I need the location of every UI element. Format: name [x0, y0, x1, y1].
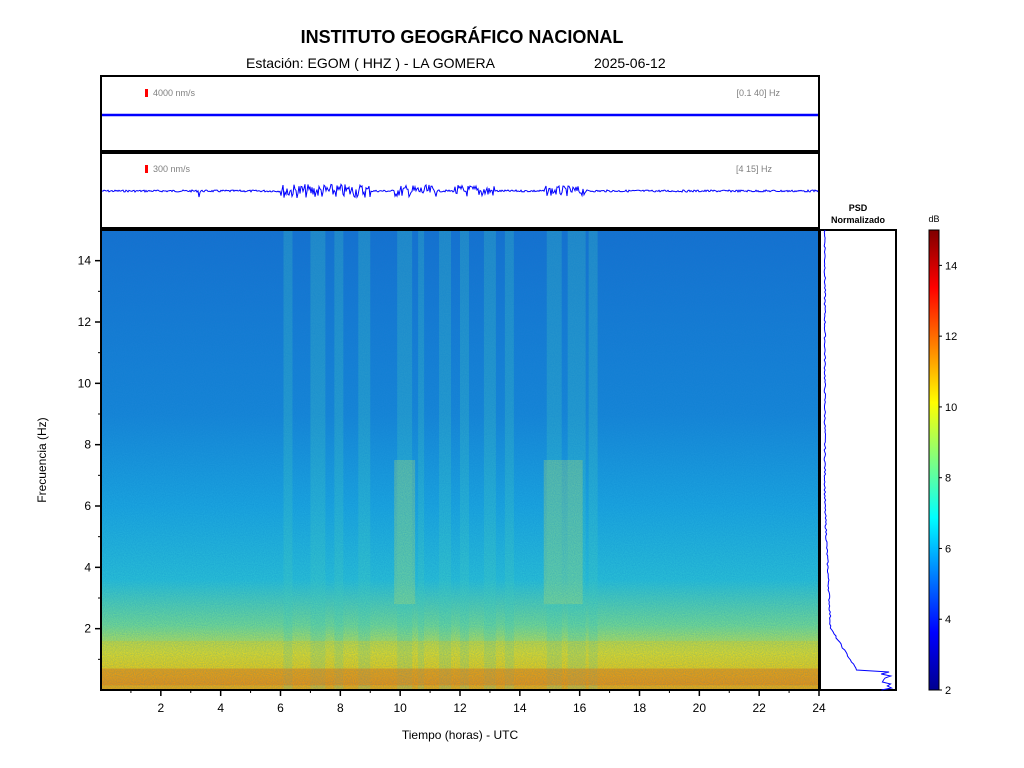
- x-tick-label: 24: [812, 701, 826, 715]
- colorbar-tick-label: 6: [945, 543, 951, 555]
- colorbar: dB 2 4 6 8 10 12 14: [928, 214, 957, 697]
- date-label: 2025-06-12: [594, 55, 666, 71]
- x-tick-label: 12: [453, 701, 467, 715]
- x-tick-label: 20: [693, 701, 707, 715]
- trace-panel-filtered: 300 nm/s [4 15] Hz: [100, 152, 820, 229]
- trace1-band-label: [0.1 40] Hz: [736, 88, 780, 98]
- colorbar-tick-label: 14: [945, 260, 957, 272]
- colorbar-tick-label: 12: [945, 331, 957, 343]
- psd-curve: [823, 229, 894, 691]
- colorbar-tick-label: 8: [945, 473, 951, 485]
- x-tick-label: 8: [337, 701, 344, 715]
- y-tick-label: 14: [78, 254, 92, 268]
- amplitude-marker-icon: [145, 165, 148, 173]
- filtered-trace-line: [101, 183, 819, 199]
- x-tick-label: 14: [513, 701, 527, 715]
- y-tick-label: 2: [84, 622, 91, 636]
- psd-title: PSD: [849, 203, 868, 213]
- x-tick-label: 18: [633, 701, 647, 715]
- x-tick-label: 4: [217, 701, 224, 715]
- y-axis-label: Frecuencia (Hz): [35, 417, 49, 502]
- x-tick-label: 2: [157, 701, 164, 715]
- trace-panel-broadband: 4000 nm/s [0.1 40] Hz: [100, 75, 820, 152]
- psd-panel: PSD Normalizado: [819, 203, 897, 691]
- y-tick-label: 12: [78, 315, 92, 329]
- chart-title: INSTITUTO GEOGRÁFICO NACIONAL: [300, 27, 624, 47]
- trace2-amplitude-label: 300 nm/s: [153, 164, 191, 174]
- station-info: Estación: EGOM ( HHZ ) - LA GOMERA: [246, 55, 495, 71]
- x-tick-label: 6: [277, 701, 284, 715]
- amplitude-marker-icon: [145, 89, 148, 97]
- colorbar-tick-label: 2: [945, 685, 951, 697]
- colorbar-tick-label: 4: [945, 614, 951, 626]
- trace2-band-label: [4 15] Hz: [736, 164, 773, 174]
- trace1-amplitude-label: 4000 nm/s: [153, 88, 196, 98]
- colorbar-unit: dB: [928, 214, 939, 224]
- colorbar-tick-label: 10: [945, 402, 957, 414]
- y-tick-label: 4: [84, 560, 91, 574]
- psd-subtitle: Normalizado: [831, 215, 886, 225]
- x-tick-label: 22: [752, 701, 766, 715]
- y-tick-label: 8: [84, 438, 91, 452]
- x-tick-label: 10: [393, 701, 407, 715]
- y-tick-label: 10: [78, 376, 92, 390]
- y-tick-label: 6: [84, 499, 91, 513]
- x-tick-label: 16: [573, 701, 587, 715]
- x-axis-label: Tiempo (horas) - UTC: [402, 728, 519, 742]
